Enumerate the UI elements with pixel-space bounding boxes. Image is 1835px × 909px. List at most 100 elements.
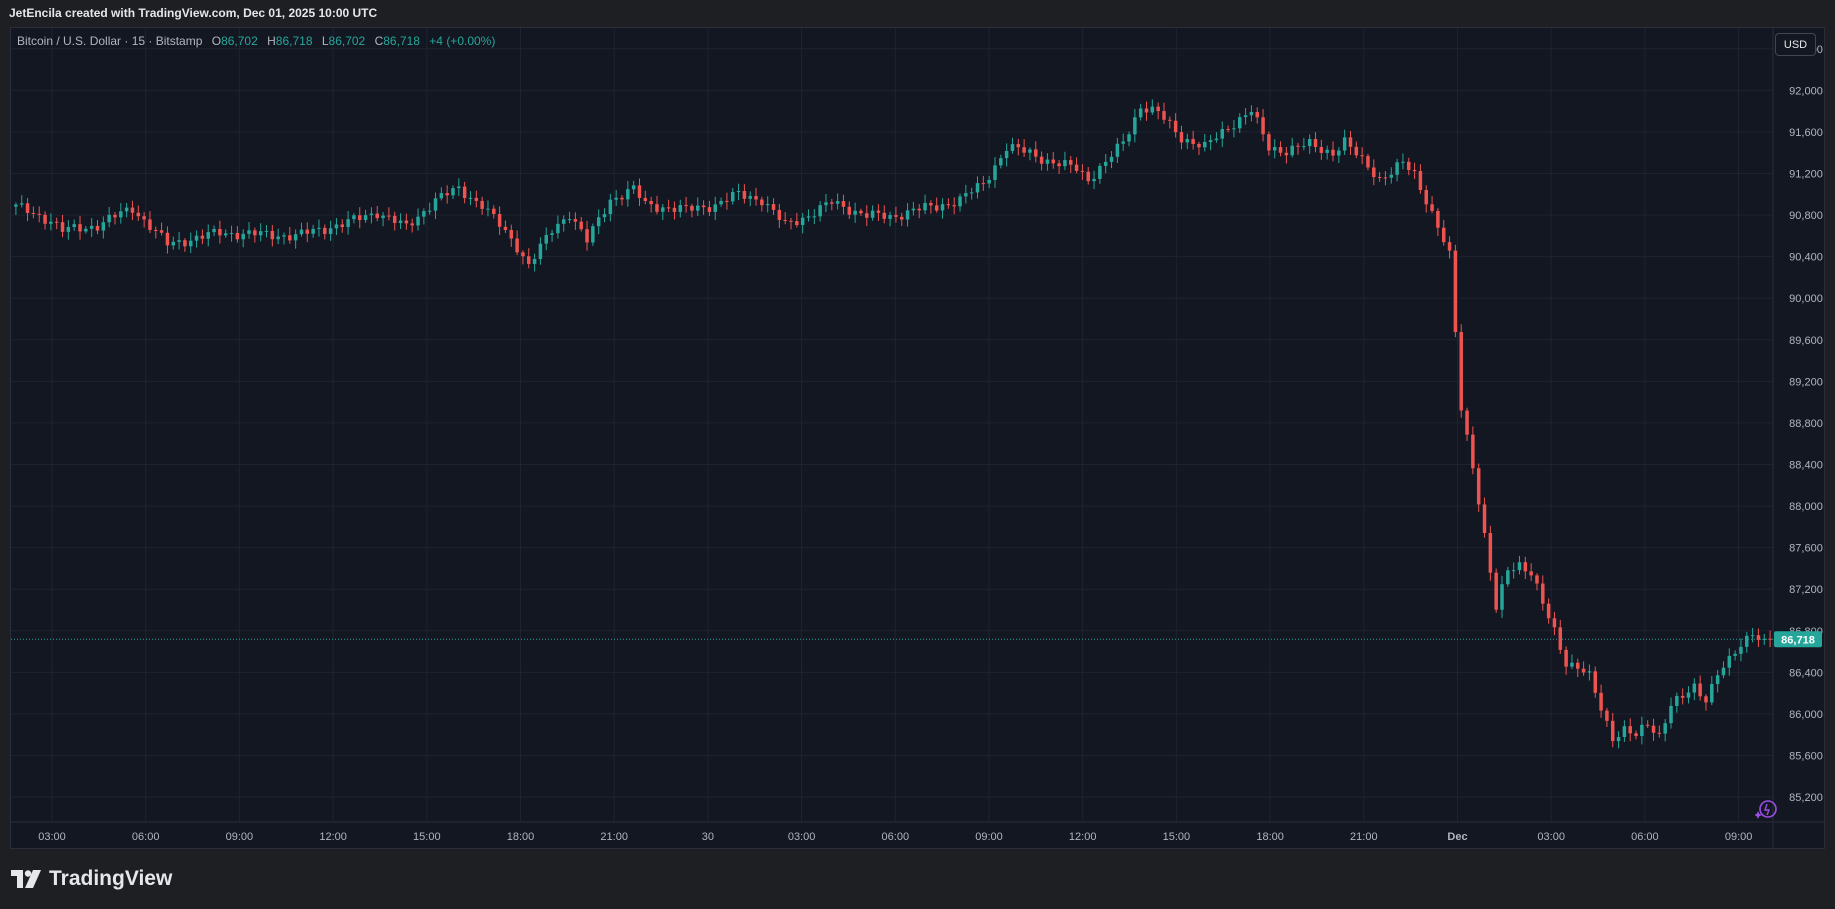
candle-body xyxy=(177,240,181,242)
candle-body xyxy=(1220,129,1225,139)
candle-body xyxy=(905,210,910,220)
candle-body xyxy=(1756,635,1761,640)
candle-body xyxy=(1436,210,1440,228)
candle-body xyxy=(189,240,193,247)
candle-body xyxy=(975,183,980,193)
candle-body xyxy=(1232,128,1236,130)
candle-body xyxy=(1715,675,1720,685)
candle-body xyxy=(1482,504,1487,533)
candle-body xyxy=(1570,662,1574,667)
candle-body xyxy=(684,205,688,207)
candle-body xyxy=(987,179,991,184)
candle-body xyxy=(1541,583,1545,604)
candle-body xyxy=(1523,562,1528,572)
candle-body xyxy=(602,214,607,218)
candle-body xyxy=(212,228,216,233)
candle-body xyxy=(60,222,65,232)
candle-body xyxy=(1284,152,1289,156)
candle-body xyxy=(154,229,158,231)
candle-body xyxy=(824,202,828,206)
candle-body xyxy=(1710,684,1714,703)
candle-body xyxy=(66,227,71,232)
last-price-tag xyxy=(1774,631,1822,648)
candlestick-chart[interactable]: 85,20085,60086,00086,40086,80087,20087,6… xyxy=(11,28,1824,848)
sparkle-icon[interactable] xyxy=(1755,798,1777,820)
candle-body xyxy=(264,230,269,232)
candle-body xyxy=(917,208,921,211)
candle-body xyxy=(282,235,286,237)
candle-body xyxy=(1733,653,1737,656)
price-tick-label: 85,200 xyxy=(1789,792,1823,804)
candle-body xyxy=(1296,145,1300,147)
candle-body xyxy=(561,219,566,224)
candle-body xyxy=(288,235,292,241)
candle-body xyxy=(363,215,368,221)
candle-body xyxy=(1173,120,1178,133)
candle-body xyxy=(1453,250,1458,333)
candle-body xyxy=(1762,638,1767,640)
candle-body xyxy=(334,224,339,229)
candle-body xyxy=(707,207,712,212)
candle-body xyxy=(643,197,648,202)
candle-body xyxy=(882,212,887,219)
candle-body xyxy=(765,204,770,206)
candle-body xyxy=(113,214,117,218)
candle-body xyxy=(1657,732,1662,734)
candle-body xyxy=(1593,671,1597,693)
chart-pane[interactable]: 85,20085,60086,00086,40086,80087,20087,6… xyxy=(10,27,1825,849)
candle-body xyxy=(1278,147,1283,153)
candle-body xyxy=(830,202,834,204)
candle-body xyxy=(159,230,164,233)
candle-body xyxy=(19,203,24,205)
candle-body xyxy=(1587,671,1592,673)
price-tick-label: 87,600 xyxy=(1789,543,1823,555)
candle-body xyxy=(1150,106,1155,113)
candle-body xyxy=(1080,170,1085,172)
candle-body xyxy=(445,193,449,196)
candle-body xyxy=(1103,161,1108,166)
price-tick-label: 91,600 xyxy=(1789,127,1823,139)
candle-body xyxy=(637,185,642,198)
candle-body xyxy=(1424,190,1428,205)
candle-body xyxy=(1546,603,1551,619)
candle-body xyxy=(1663,723,1667,734)
candle-body xyxy=(136,212,141,217)
candle-body xyxy=(305,229,310,234)
symbol-legend: Bitcoin / U.S. Dollar · 15 · Bitstamp O8… xyxy=(17,34,495,48)
symbol-name[interactable]: Bitcoin / U.S. Dollar · 15 · Bitstamp xyxy=(17,34,203,48)
candle-body xyxy=(1348,137,1353,147)
candle-body xyxy=(952,205,956,207)
price-tick-label: 90,000 xyxy=(1789,293,1823,305)
candle-body xyxy=(439,193,444,199)
brand-name: TradingView xyxy=(49,867,173,890)
candle-body xyxy=(299,229,304,235)
candle-body xyxy=(1255,112,1259,118)
candle-body xyxy=(1465,410,1469,435)
candle-body xyxy=(1494,572,1498,610)
price-tick-label: 89,200 xyxy=(1789,376,1823,388)
candle-body xyxy=(1401,161,1405,163)
candle-body xyxy=(1179,132,1184,143)
candle-body xyxy=(101,222,106,231)
candle-body xyxy=(1051,159,1056,164)
low-value: 86,702 xyxy=(328,34,366,48)
candle-body xyxy=(119,211,123,218)
candle-body xyxy=(375,213,379,219)
candle-body xyxy=(515,238,519,253)
candle-body xyxy=(1272,147,1277,151)
candle-body xyxy=(748,196,752,199)
candle-body xyxy=(1418,171,1423,191)
candle-body xyxy=(398,220,403,224)
currency-button[interactable]: USD xyxy=(1775,33,1816,56)
created-by-caption: JetEncila created with TradingView.com, … xyxy=(9,6,378,20)
candle-body xyxy=(25,203,30,213)
candle-body xyxy=(1692,683,1697,693)
candle-body xyxy=(194,235,199,241)
candle-body xyxy=(730,191,735,202)
tradingview-logo[interactable]: TradingView xyxy=(11,866,172,892)
candle-body xyxy=(795,221,799,226)
candle-body xyxy=(480,200,484,209)
candle-body xyxy=(497,214,502,227)
time-tick-label: 18:00 xyxy=(1256,831,1284,843)
candle-body xyxy=(229,232,234,234)
